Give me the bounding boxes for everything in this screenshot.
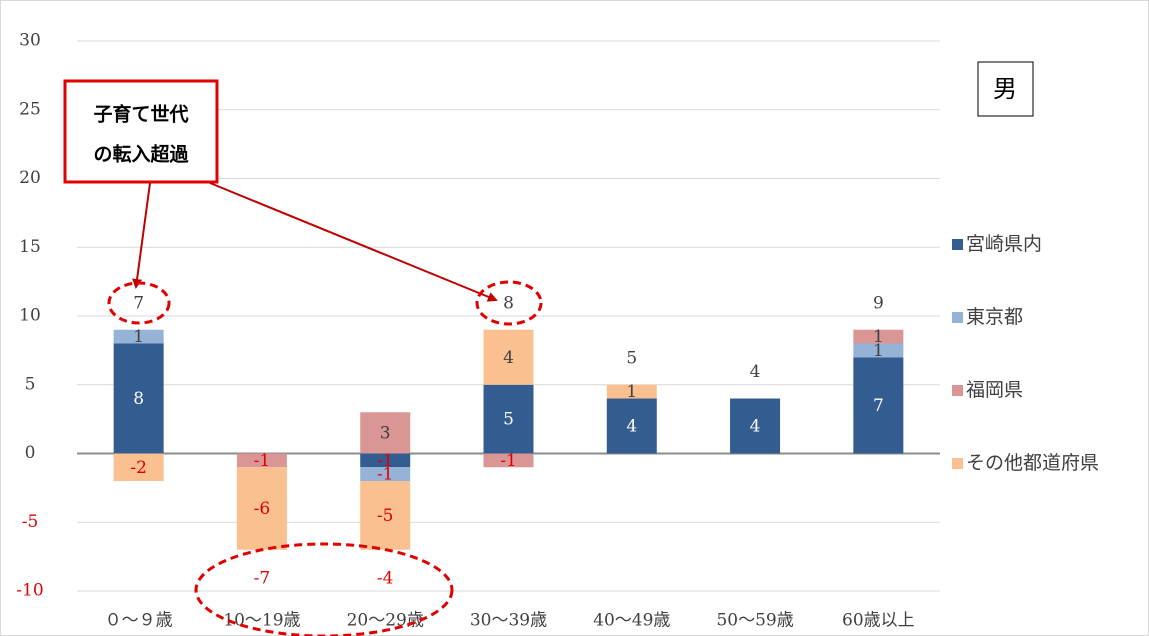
- data-label: 5: [503, 410, 514, 430]
- data-label: -1: [500, 451, 517, 471]
- bar-segment: [113, 329, 164, 344]
- highlight-ellipse: [475, 280, 543, 326]
- y-tick-label: 10: [19, 306, 41, 326]
- data-label: 8: [133, 389, 144, 409]
- bar-segment: [236, 453, 287, 468]
- legend-swatch: [952, 312, 963, 323]
- y-tick-label: 0: [25, 443, 36, 463]
- legend-label: 東京都: [966, 306, 1023, 328]
- data-label: 1: [133, 327, 144, 347]
- data-label: 4: [626, 417, 637, 437]
- bar-segment: [483, 329, 534, 385]
- data-label: -1: [377, 451, 394, 471]
- highlight-ellipse: [194, 542, 454, 636]
- legend-label: 福岡県: [966, 379, 1023, 401]
- annotation-text: の転入超過: [93, 143, 189, 166]
- bar-segment: [853, 357, 904, 454]
- bar-segment: [360, 412, 411, 454]
- data-label: 4: [750, 417, 761, 437]
- legend-label: その他都道府県: [966, 452, 1099, 474]
- highlight-ellipse: [107, 281, 171, 325]
- y-tick-label: -10: [16, 581, 43, 601]
- y-tick-label: 25: [19, 99, 41, 119]
- bar-segment: [360, 467, 411, 481]
- data-label: 1: [873, 341, 884, 361]
- x-tick-label: 10～19歳: [223, 611, 300, 631]
- legend-swatch: [952, 239, 963, 250]
- x-tick-label: 50～59歳: [716, 611, 793, 631]
- total-label: 8: [503, 293, 514, 313]
- y-tick-label: 15: [19, 237, 41, 257]
- data-label: 4: [503, 348, 514, 368]
- data-label: -1: [377, 465, 394, 485]
- total-label: 5: [626, 348, 637, 368]
- bar-segment: [853, 343, 904, 358]
- total-label: 4: [750, 362, 761, 382]
- bar-segment: [730, 398, 781, 454]
- legend-swatch: [952, 458, 963, 469]
- legend-label: 宮崎県内: [966, 233, 1042, 255]
- total-label: -4: [377, 568, 394, 588]
- bar-segment: [113, 453, 164, 481]
- bar-segment: [606, 398, 657, 454]
- data-label: -6: [254, 499, 271, 519]
- bar-segment: [483, 453, 534, 468]
- data-label: 1: [626, 382, 637, 402]
- data-label: 3: [380, 423, 391, 443]
- annotation-text: 子育て世代: [93, 103, 188, 126]
- data-label: 7: [873, 396, 884, 416]
- bar-segment: [113, 343, 164, 454]
- x-tick-label: ０～９歳: [105, 611, 173, 631]
- x-tick-label: 60歳以上: [842, 611, 915, 631]
- total-label: 9: [873, 293, 884, 313]
- annotation-box: [63, 79, 219, 184]
- gender-box: [977, 61, 1034, 117]
- y-tick-label: 20: [19, 168, 41, 188]
- legend-swatch: [952, 385, 963, 396]
- x-tick-label: 30～39歳: [470, 611, 547, 631]
- data-label: 1: [873, 327, 884, 347]
- y-tick-label: -5: [22, 512, 39, 532]
- total-label: -7: [254, 568, 271, 588]
- bar-segment: [360, 481, 411, 550]
- data-label: -5: [377, 506, 394, 526]
- bar-segment: [236, 467, 287, 550]
- arrow: [209, 182, 498, 302]
- bar-segment: [483, 384, 534, 454]
- y-tick-label: 5: [25, 374, 36, 394]
- x-tick-label: 40～49歳: [593, 611, 670, 631]
- data-label: -2: [130, 458, 147, 478]
- arrow: [132, 182, 151, 289]
- bar-segment: [853, 329, 904, 344]
- x-tick-label: 20～29歳: [347, 611, 424, 631]
- total-label: 7: [133, 293, 144, 313]
- bar-segment: [360, 453, 411, 468]
- data-label: -1: [254, 451, 271, 471]
- y-tick-label: 30: [19, 31, 41, 51]
- bar-segment: [606, 384, 657, 399]
- gender-label: 男: [993, 75, 1017, 103]
